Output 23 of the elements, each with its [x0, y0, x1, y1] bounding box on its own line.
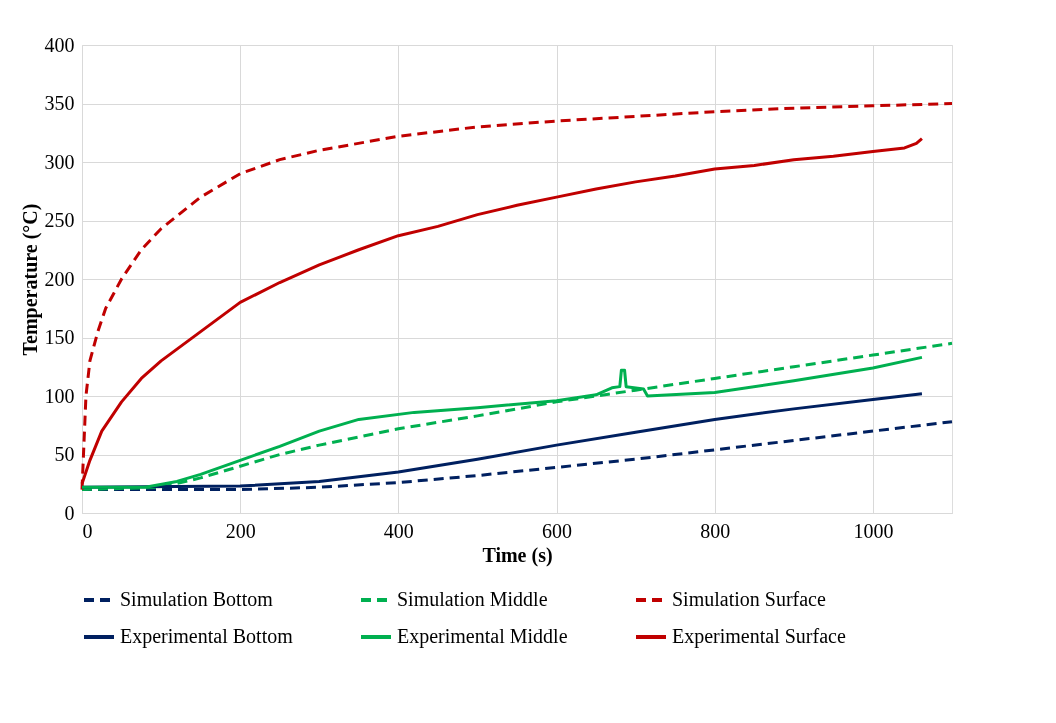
x-tick-label: 0	[82, 519, 93, 542]
y-tick-label: 200	[44, 267, 75, 290]
legend-label: Simulation Surface	[672, 588, 826, 610]
x-tick-label: 600	[542, 519, 573, 542]
legend-label: Simulation Bottom	[120, 588, 274, 610]
legend-label: Experimental Bottom	[120, 625, 294, 648]
y-tick-label: 350	[44, 92, 75, 114]
x-tick-label: 1000	[853, 519, 894, 542]
y-tick-label: 250	[44, 209, 75, 231]
x-tick-label: 200	[225, 519, 256, 542]
y-tick-label: 150	[44, 326, 75, 348]
legend-label: Experimental Surface	[672, 625, 846, 648]
y-tick-label: 50	[54, 443, 75, 465]
x-tick-label: 800	[700, 519, 731, 542]
x-axis-title: Time (s)	[482, 543, 553, 567]
y-tick-label: 300	[44, 150, 75, 173]
y-axis-title: Temperature (°C)	[18, 203, 42, 356]
y-tick-label: 100	[44, 384, 75, 407]
legend-label: Experimental Middle	[397, 625, 568, 648]
y-tick-label: 400	[44, 33, 75, 56]
x-tick-label: 400	[383, 519, 414, 542]
y-tick-label: 0	[64, 501, 75, 524]
legend-label: Simulation Middle	[397, 588, 548, 610]
